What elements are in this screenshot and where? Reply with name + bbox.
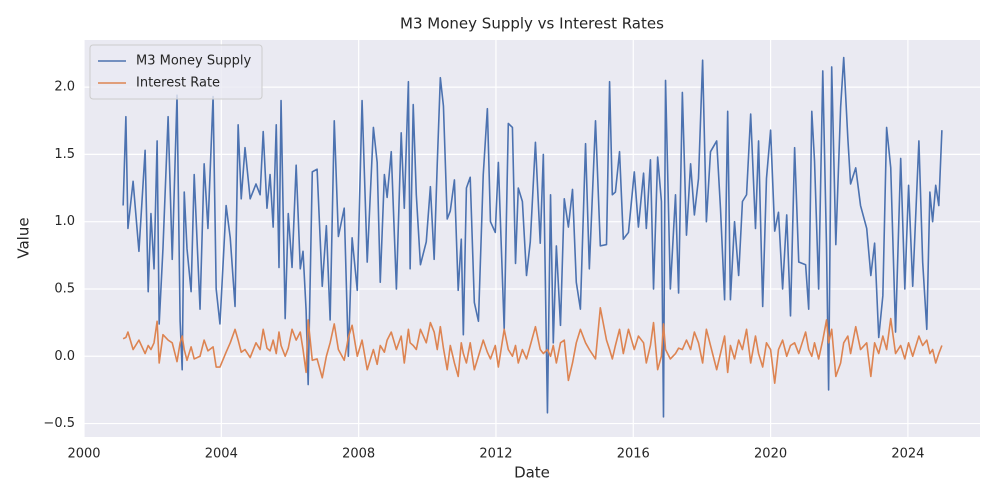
series-line — [122, 307, 943, 384]
y-tick-label: −0.5 — [43, 416, 75, 431]
x-tick-label: 2020 — [754, 447, 787, 462]
y-axis-label: Value — [15, 217, 33, 258]
x-tick-label: 2008 — [342, 447, 375, 462]
x-tick-label: 2012 — [479, 447, 512, 462]
x-tick-label: 2016 — [617, 447, 650, 462]
lines — [122, 56, 943, 418]
legend: M3 Money Supply Interest Rate — [89, 44, 263, 100]
y-tick-label: 0.0 — [54, 349, 75, 364]
y-tick-label: 2.0 — [54, 80, 75, 95]
legend-label: Interest Rate — [136, 76, 220, 91]
x-tick-label: 2024 — [891, 447, 924, 462]
y-tick-label: 0.5 — [54, 281, 75, 296]
chart-title: M3 Money Supply vs Interest Rates — [400, 15, 664, 33]
series-line — [122, 56, 943, 418]
x-tick-label: 2004 — [205, 447, 238, 462]
y-tick-label: 1.0 — [54, 214, 75, 229]
x-axis-label: Date — [514, 464, 550, 482]
y-tick-label: 1.5 — [54, 147, 75, 162]
x-tick-label: 2000 — [67, 447, 100, 462]
legend-label: M3 Money Supply — [136, 54, 251, 69]
legend-box — [89, 44, 263, 100]
